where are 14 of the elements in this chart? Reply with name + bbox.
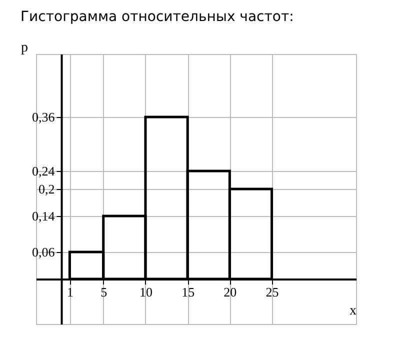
- y-tick-label: 0,2: [38, 182, 55, 196]
- y-tick-label: 0,36: [32, 110, 56, 124]
- chart-title: Гистограмма относительных частот:: [20, 9, 294, 25]
- x-tick-label: 25: [266, 284, 279, 300]
- y-tick-label: 0,06: [32, 244, 56, 260]
- x-tick-label: 1: [66, 284, 74, 300]
- y-axis-title: p: [21, 40, 28, 56]
- x-tick-label: 5: [100, 284, 108, 300]
- x-tick-label: 15: [182, 284, 195, 300]
- x-axis-title: x: [350, 304, 356, 318]
- y-tick-label: 0,14: [32, 208, 56, 224]
- x-tick-label: 20: [224, 284, 237, 300]
- x-tick-label: 10: [139, 284, 152, 300]
- y-tick-label: 0,24: [32, 164, 56, 178]
